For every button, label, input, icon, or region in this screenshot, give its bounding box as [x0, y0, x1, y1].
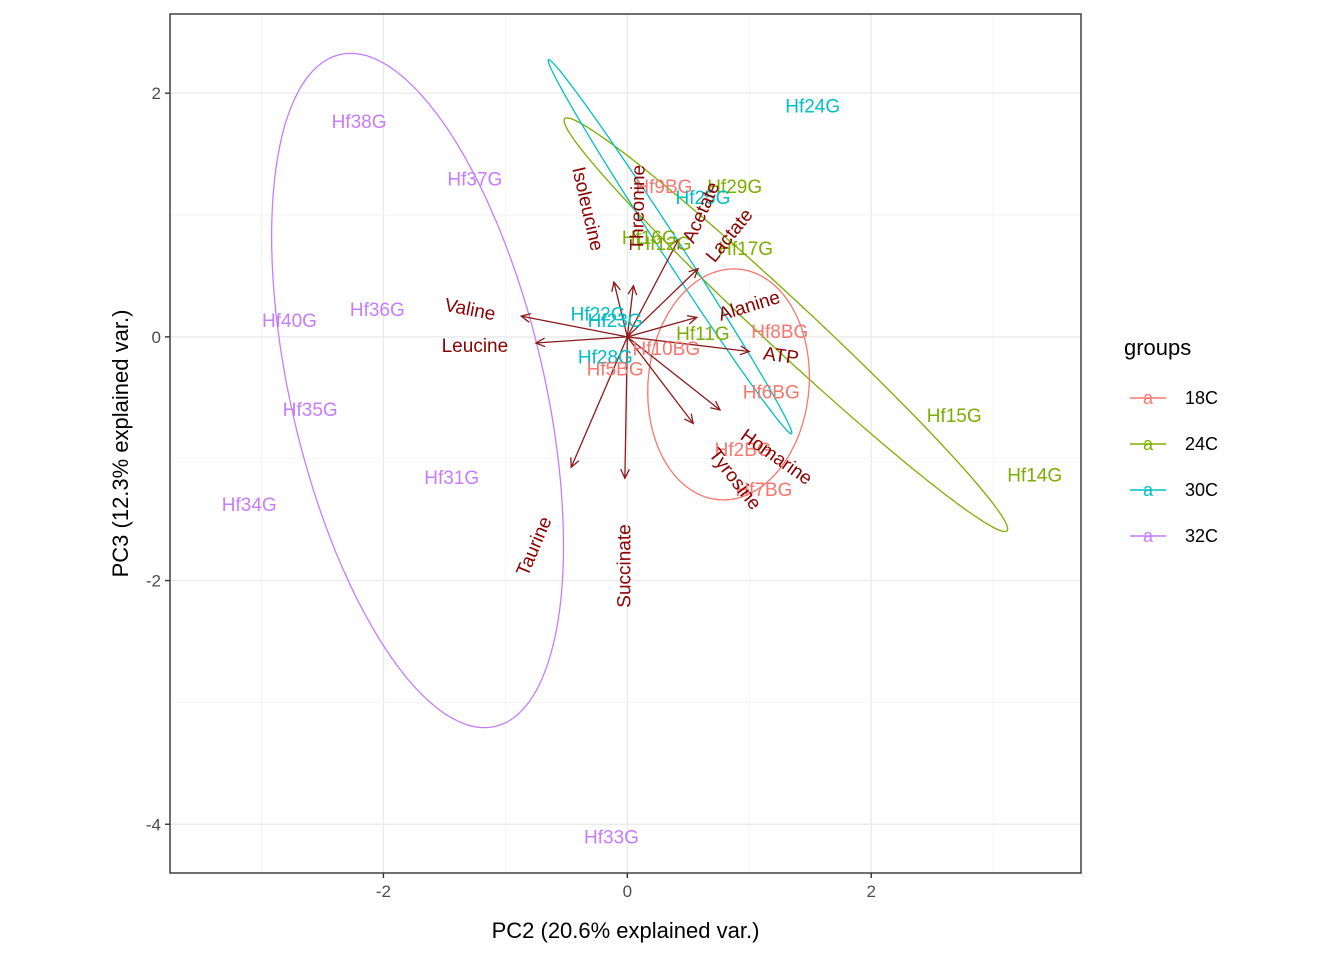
legend: groups a 18C a 24C a 30C a 32C: [1124, 335, 1218, 546]
arrow-valine: [521, 315, 628, 338]
arrow-lactate: [626, 268, 699, 338]
arrowhead-tyrosine: [684, 413, 695, 425]
point-label-hf28g: Hf28G: [578, 347, 633, 368]
ellipse-32C: [270, 52, 565, 729]
arrow-tyrosine: [626, 336, 694, 424]
ellipse-24C: [563, 117, 1009, 533]
point-label-hf36g: Hf36G: [350, 300, 405, 321]
point-label-hf15g: Hf15G: [927, 406, 982, 427]
y-tick-label: -2: [146, 572, 161, 591]
panel-border: [169, 13, 1082, 874]
point-label-hf34g: Hf34G: [222, 495, 277, 516]
legend-label-32C: 32C: [1185, 526, 1218, 546]
point-label-hf24g: Hf24G: [785, 96, 840, 117]
arrowhead-homarine: [710, 400, 722, 411]
point-label-hf7bg: Hf7BG: [735, 480, 792, 501]
point-label-hf5bg: Hf5BG: [587, 360, 644, 381]
ellipse-18C: [647, 268, 811, 501]
y-axis-title: PC3 (12.3% explained var.): [108, 310, 133, 578]
arrow-acetate: [626, 239, 680, 338]
variable-label-leucine: Leucine: [442, 336, 509, 357]
point-label-hf6bg: Hf6BG: [743, 383, 800, 404]
arrow-taurine: [570, 336, 628, 468]
point-label-hf29g: Hf29G: [707, 177, 762, 198]
y-tick-label: -4: [146, 815, 161, 834]
arrow-threonine: [626, 285, 635, 337]
variable-label-threonine: Threonine: [627, 165, 649, 251]
y-tick-label: 2: [152, 84, 161, 103]
point-label-hf12g: Hf12G: [636, 234, 691, 255]
legend-key-glyph-32C: a: [1143, 526, 1154, 546]
arrow-leucine: [535, 336, 628, 344]
arrowhead-alanine: [686, 314, 699, 325]
point-label-hf35g: Hf35G: [283, 400, 338, 421]
point-label-hf40g: Hf40G: [262, 311, 317, 332]
loading-vectors: [519, 238, 751, 480]
arrowhead-succinate: [620, 468, 630, 480]
arrow-succinate: [624, 336, 628, 479]
arrowhead-acetate: [670, 238, 680, 250]
point-label-hf17g: Hf17G: [718, 239, 773, 260]
arrow-isoleucine: [613, 281, 628, 338]
point-label-hf16g: Hf16G: [622, 228, 677, 249]
legend-title: groups: [1124, 335, 1191, 360]
arrow-homarine: [626, 336, 721, 411]
arrowhead-leucine: [534, 337, 546, 348]
point-label-hf2bg: Hf2BG: [715, 440, 772, 461]
point-label-hf23g: Hf23G: [588, 311, 643, 332]
y-tick-label: 0: [152, 328, 161, 347]
point-label-hf25g: Hf25G: [675, 188, 730, 209]
x-axis-title: PC2 (20.6% explained var.): [492, 918, 760, 943]
x-tick-label: 0: [623, 882, 632, 901]
arrowhead-atp: [739, 345, 751, 356]
arrowhead-taurine: [570, 457, 580, 469]
arrowhead-lactate: [688, 267, 700, 279]
arrow-atp: [627, 336, 750, 353]
arrowhead-isoleucine: [611, 280, 621, 292]
point-label-hf9bg: Hf9BG: [635, 177, 692, 198]
ellipse-30C: [547, 59, 793, 435]
point-label-hf8bg: Hf8BG: [751, 322, 808, 343]
x-tick-label: -2: [376, 882, 391, 901]
point-label-hf38g: Hf38G: [332, 112, 387, 133]
point-label-hf14g: Hf14G: [1007, 466, 1062, 487]
variable-label-atp: ATP: [762, 344, 800, 370]
axes: -2 0 2 -4 -2 0 2: [146, 84, 876, 901]
point-label-hf10bg: Hf10BG: [633, 339, 701, 360]
point-label-hf37g: Hf37G: [447, 169, 502, 190]
point-label-hf33g: Hf33G: [584, 827, 639, 848]
point-label-hf22g: Hf22G: [571, 305, 626, 326]
arrowhead-threonine: [627, 284, 638, 296]
legend-label-18C: 18C: [1185, 388, 1218, 408]
variable-label-succinate: Succinate: [614, 524, 635, 607]
legend-label-24C: 24C: [1185, 434, 1218, 454]
point-label-hf11g: Hf11G: [676, 324, 730, 345]
legend-label-30C: 30C: [1185, 480, 1218, 500]
legend-key-glyph-30C: a: [1143, 480, 1154, 500]
x-tick-label: 2: [867, 882, 876, 901]
arrow-alanine: [627, 316, 698, 338]
arrowhead-valine: [519, 312, 532, 323]
legend-key-glyph-24C: a: [1143, 434, 1154, 454]
group-ellipses: [270, 52, 1009, 729]
legend-key-glyph-18C: a: [1143, 388, 1154, 408]
point-label-hf31g: Hf31G: [424, 468, 479, 489]
